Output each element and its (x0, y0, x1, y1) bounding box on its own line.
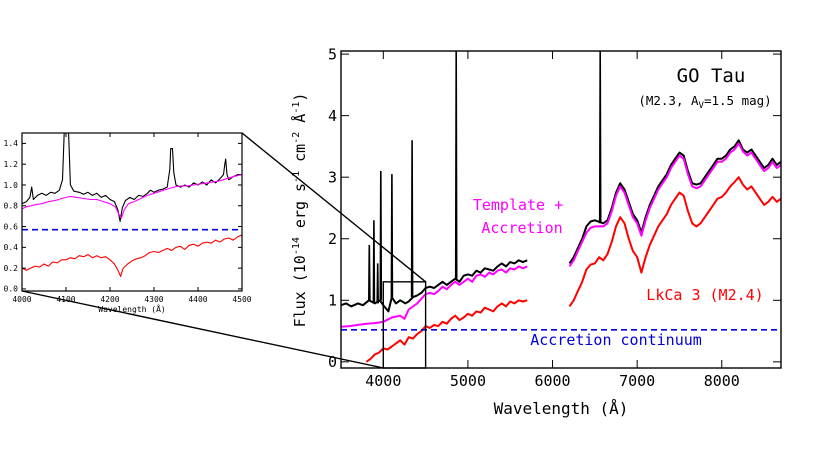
inset-ytick-label-1: 1.0 (4, 181, 19, 190)
inset-line-template-accretion-0 (22, 174, 242, 219)
inset-ytick-label-0.6: 0.6 (4, 222, 19, 231)
inset-chart: 4000 4100 4200 4300 4400 4500 0.0 0.2 0.4 0.6 0.8… (4, 132, 252, 314)
main-emission-line-6563 (598, 51, 602, 224)
main-chart: 4000 5000 6000 7000 8000 0 1 2 3 4 5 GO Tau (M2.3… (290, 45, 782, 418)
inset-ytick-label-0: 0.0 (4, 285, 19, 294)
main-x-axis-label: Wavelength (Å) (494, 399, 629, 418)
label-template-accretion-2: Accretion (481, 219, 562, 237)
inset-xtick-label-4300: 4300 (144, 295, 163, 304)
main-emission-line-3970 (379, 170, 383, 301)
main-line-template-accretion-0 (341, 265, 528, 328)
main-xtick-label-4000: 4000 (365, 372, 401, 390)
subtitle-subscript: V (699, 101, 705, 111)
ylabel-part-5: -2 (291, 132, 302, 144)
inset-ytick-label-1.4: 1.4 (4, 139, 19, 148)
label-accretion-continuum: Accretion continuum (530, 331, 702, 349)
inset-xtick-label-4400: 4400 (188, 295, 207, 304)
inset-plot-frame (21, 132, 243, 292)
inset-ytick-label-0.8: 0.8 (4, 202, 19, 211)
zoom-connectors (21, 132, 427, 369)
main-line-template-accretion-1 (568, 142, 781, 267)
inset-x-axis-label: Wavelength (Å) (98, 303, 165, 314)
main-y-ticks: 0 1 2 3 4 5 (328, 45, 781, 371)
inset-xtick-label-4100: 4100 (56, 295, 75, 304)
main-ytick-label-4: 4 (328, 107, 337, 125)
main-emission-line-3889 (372, 220, 376, 304)
main-ytick-label-2: 2 (328, 230, 337, 248)
main-emission-line-4861 (454, 51, 458, 279)
inset-ytick-label-1.2: 1.2 (4, 160, 19, 169)
connector-top (241, 132, 427, 283)
label-lkca3: LkCa 3 (M2.4) (646, 286, 763, 304)
inset-y-ticks: 0.0 0.2 0.4 0.6 0.8 1.0 1.2 1.4 (4, 139, 242, 294)
main-ytick-label-5: 5 (328, 45, 337, 63)
main-emission-line-3835 (368, 244, 371, 301)
inset-ytick-label-0.4: 0.4 (4, 243, 19, 252)
ylabel-part-3: -1 (291, 171, 302, 183)
main-ytick-label-3: 3 (328, 168, 337, 186)
inset-line-go-tau-observed-0 (22, 133, 242, 222)
inset-ytick-label-0.2: 0.2 (4, 264, 19, 273)
subtitle-prefix: (M2.3, A (638, 93, 699, 108)
inset-series-group (22, 133, 242, 277)
main-xtick-label-5000: 5000 (450, 372, 486, 390)
ylabel-part-4: cm (291, 144, 309, 171)
main-x-ticks: 4000 5000 6000 7000 8000 (365, 51, 740, 390)
main-xtick-label-7000: 7000 (619, 372, 655, 390)
main-line-lkca-3-m2-4-0 (365, 299, 528, 363)
connector-bottom (21, 290, 384, 369)
ylabel-part-6: Å (290, 114, 309, 132)
ylabel-part-1: -14 (291, 237, 302, 255)
ylabel-part-2: erg s (291, 183, 309, 237)
ylabel-part-8: ) (291, 93, 309, 102)
main-ytick-label-0: 0 (328, 353, 337, 371)
inset-line-lkca-3-m2-4-0 (22, 234, 242, 277)
main-plot-frame (340, 50, 782, 369)
ylabel-part-7: -1 (291, 102, 302, 114)
main-emission-line-4102 (390, 174, 394, 298)
inset-x-ticks: 4000 4100 4200 4300 4400 4500 (12, 133, 252, 304)
main-emission-line-3934 (376, 263, 379, 304)
main-line-go-tau-observed-0 (341, 259, 528, 313)
main-title: GO Tau (677, 65, 746, 87)
inset-xtick-label-4000: 4000 (12, 295, 31, 304)
main-xtick-label-8000: 8000 (704, 372, 740, 390)
main-emission-line-4340 (410, 140, 414, 298)
main-line-lkca-3-m2-4-1 (568, 176, 781, 307)
inset-background (22, 133, 242, 291)
main-subtitle: (M2.3, AV=1.5 mag) (638, 93, 771, 111)
ylabel-part-0: Flux (10 (291, 255, 309, 327)
inset-xtick-label-4500: 4500 (232, 295, 251, 304)
main-ytick-label-1: 1 (328, 292, 337, 310)
label-template-accretion-1: Template + (473, 196, 563, 214)
main-xtick-label-6000: 6000 (534, 372, 570, 390)
subtitle-suffix: =1.5 mag) (704, 93, 772, 108)
main-series-group (341, 51, 781, 363)
main-series-layer (341, 51, 781, 363)
inset-xtick-label-4200: 4200 (100, 295, 119, 304)
inset-series-layer (22, 133, 242, 277)
main-y-axis-label: Flux (10-14 erg s-1 cm-2 Å-1) (290, 93, 309, 328)
